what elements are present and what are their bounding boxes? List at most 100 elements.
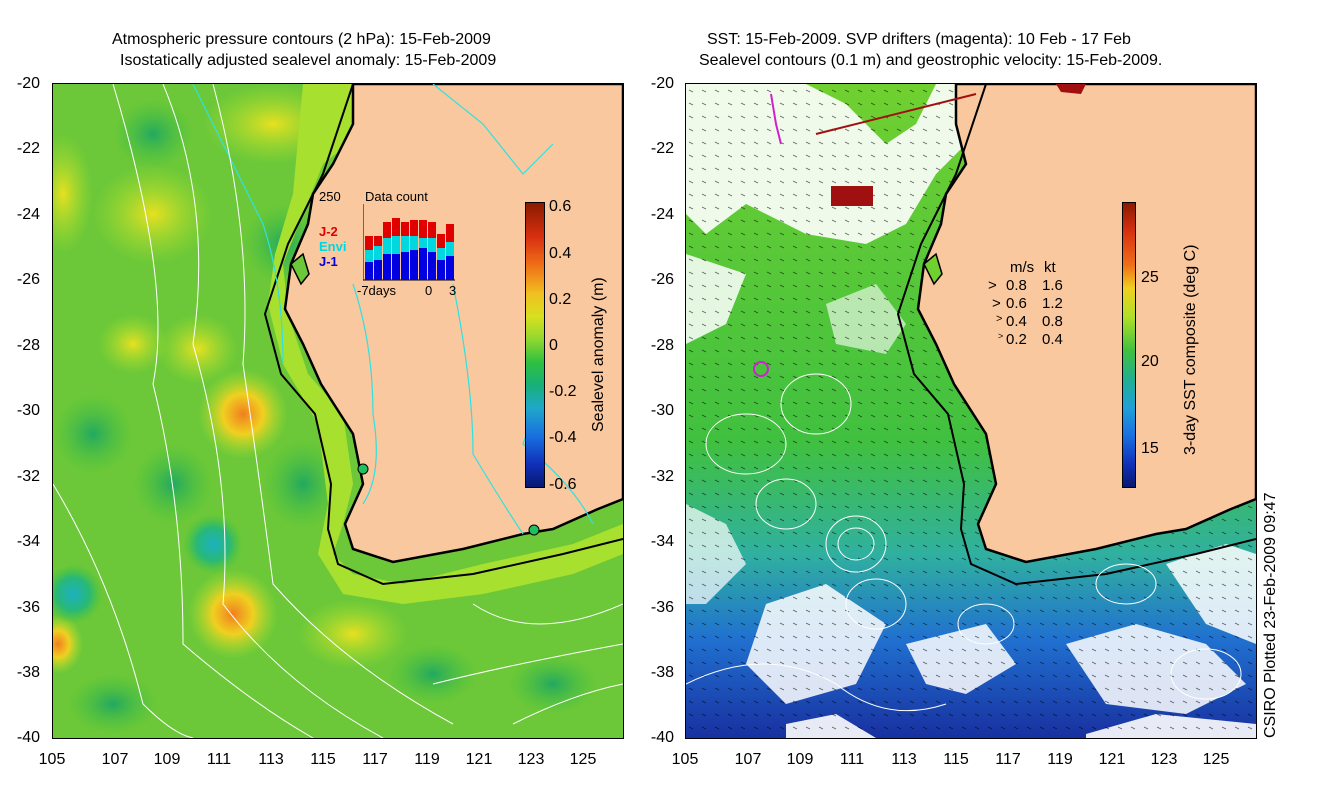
sealevel-map-graphic	[53, 84, 623, 738]
right-xtick: 107	[734, 751, 762, 768]
colorbar-tick: 25	[1141, 269, 1159, 286]
right-ytick: -40	[650, 729, 674, 746]
histogram-bar	[383, 222, 391, 238]
colorbar-tick: 15	[1141, 440, 1159, 457]
histogram-bar	[410, 220, 418, 236]
left-ytick: -36	[16, 599, 40, 616]
drifter-track	[770, 93, 782, 145]
histogram-bar	[437, 260, 445, 280]
histogram-bar	[401, 252, 409, 280]
inset-histogram	[363, 204, 455, 281]
tide-gauge-marker	[357, 463, 369, 475]
right-ytick: -30	[650, 402, 674, 419]
velocity-arrow-icon: >	[998, 331, 1004, 341]
inset-legend-envi: Envi	[319, 239, 347, 254]
velocity-legend-ms: 0.2	[1006, 331, 1027, 348]
left-title-line2: Isostatically adjusted sealevel anomaly:…	[120, 52, 497, 69]
left-xtick: 113	[258, 751, 284, 768]
left-xtick: 125	[569, 751, 597, 768]
histogram-bar	[428, 238, 436, 252]
left-xtick: 123	[517, 751, 545, 768]
right-xtick: 115	[943, 751, 969, 768]
left-xtick: 121	[465, 751, 493, 768]
colorbar-tick: -0.4	[549, 429, 577, 446]
inset-title: Data count	[365, 189, 428, 204]
left-xtick: 115	[310, 751, 336, 768]
right-ytick: -20	[650, 75, 674, 92]
left-xtick: 111	[206, 751, 232, 768]
colorbar-tick: -0.2	[549, 383, 577, 400]
histogram-bar	[428, 222, 436, 238]
right-ytick: -32	[650, 468, 674, 485]
velocity-arrow-icon: >	[988, 277, 997, 294]
right-xtick: 125	[1202, 751, 1230, 768]
histogram-bar	[374, 236, 382, 246]
inset-legend-j2: J-2	[319, 224, 338, 239]
histogram-bar	[374, 260, 382, 280]
histogram-bar	[401, 222, 409, 236]
sst-map-graphic	[686, 84, 1256, 738]
right-ytick: -22	[650, 140, 674, 157]
right-xtick: 121	[1098, 751, 1126, 768]
right-xtick: 123	[1150, 751, 1178, 768]
sst-map: m/s kt > 0.8 1.6 > 0.6 1.2 > 0.4 0.8 > 0…	[685, 83, 1257, 739]
left-xtick: 119	[414, 751, 440, 768]
left-ytick: -30	[16, 402, 40, 419]
colorbar-tick: -0.6	[549, 476, 577, 493]
velocity-legend-kt: 1.2	[1042, 295, 1063, 312]
right-xtick: 117	[995, 751, 1021, 768]
inset-x-label-start: -7days	[357, 283, 397, 298]
colorbar-tick: 20	[1141, 353, 1159, 370]
right-xtick: 111	[839, 751, 865, 768]
sst-colorbar	[1122, 202, 1136, 488]
histogram-bar	[410, 250, 418, 280]
histogram-bar	[419, 248, 427, 280]
left-ytick: -26	[16, 271, 40, 288]
histogram-bar	[437, 234, 445, 248]
colorbar-tick: 0.6	[549, 198, 572, 215]
histogram-bar	[428, 252, 436, 280]
inset-x-label-end: 3	[449, 283, 457, 298]
histogram-bar	[419, 220, 427, 238]
left-ytick: -40	[16, 729, 40, 746]
inset-legend-j1: J-1	[319, 254, 338, 269]
drifter-track	[753, 361, 769, 377]
velocity-arrow-icon: >	[996, 313, 1003, 325]
inset-x-label-zero: 0	[425, 283, 433, 298]
histogram-bar	[446, 242, 454, 256]
velocity-legend-ms: 0.8	[1006, 277, 1027, 294]
sealevel-anomaly-map: 250 Data count J-2 Envi J-1 -7days 0 3	[52, 83, 624, 739]
velocity-legend-kt: 0.4	[1042, 331, 1063, 348]
sst-colorbar-label: 3-day SST composite (deg C)	[1182, 244, 1199, 455]
colorbar-tick: 0	[549, 337, 558, 354]
histogram-bar	[383, 238, 391, 254]
velocity-legend-ms: 0.4	[1006, 313, 1027, 330]
right-ytick: -24	[650, 206, 674, 223]
velocity-arrow-icon: >	[992, 295, 1001, 312]
left-ytick: -24	[16, 206, 40, 223]
histogram-bar	[410, 236, 418, 250]
velocity-legend-ms: 0.6	[1006, 295, 1027, 312]
histogram-bar	[365, 236, 373, 250]
right-xtick: 119	[1047, 751, 1073, 768]
data-count-inset: 250 Data count J-2 Envi J-1 -7days 0 3	[311, 186, 471, 298]
velocity-legend-header-kt: kt	[1044, 259, 1056, 276]
right-ytick: -36	[650, 599, 674, 616]
histogram-bar	[392, 236, 400, 254]
velocity-legend-header-ms: m/s	[1010, 259, 1035, 276]
left-ytick: -22	[16, 140, 40, 157]
left-ytick: -38	[16, 664, 40, 681]
histogram-bar	[392, 218, 400, 236]
right-xtick: 105	[671, 751, 699, 768]
histogram-bar	[374, 246, 382, 260]
histogram-bar	[365, 250, 373, 262]
histogram-bar	[365, 262, 373, 280]
left-ytick: -32	[16, 468, 40, 485]
tide-gauge-marker	[528, 524, 540, 536]
left-ytick: -28	[16, 337, 40, 354]
velocity-legend-kt: 0.8	[1042, 313, 1063, 330]
left-ytick: -34	[16, 533, 40, 550]
right-xtick: 113	[891, 751, 917, 768]
sealevel-colorbar-label: Sealevel anomaly (m)	[590, 277, 607, 432]
right-ytick: -38	[650, 664, 674, 681]
